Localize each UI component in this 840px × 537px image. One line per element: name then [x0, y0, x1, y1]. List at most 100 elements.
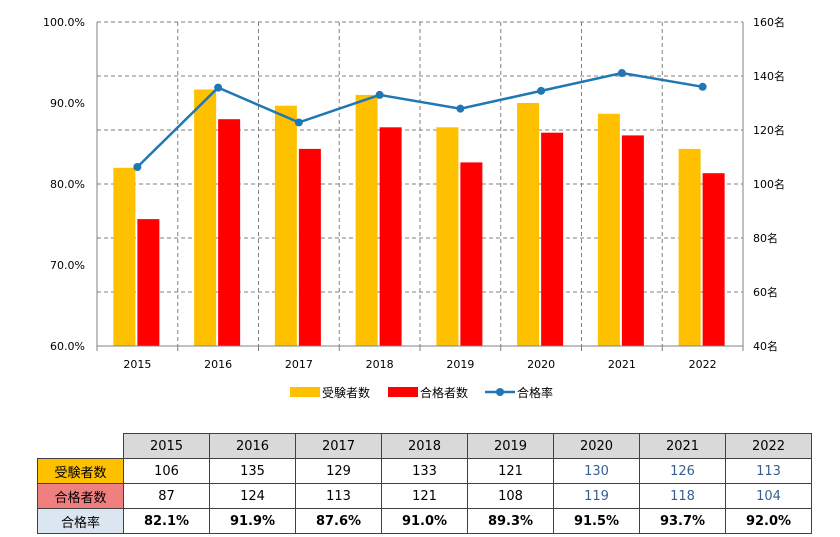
data-table: 2015 2016 2017 2018 2019 2020 2021 2022 受験者数 106…: [37, 433, 812, 534]
bars: [113, 89, 725, 347]
table-cell: 121: [467, 458, 554, 484]
bar-examinees: [517, 103, 540, 346]
pass-rate-polyline: [136, 71, 703, 168]
table-cell: 108: [467, 483, 554, 509]
table-year-header: 2022: [725, 433, 812, 459]
pass-rate-point: [617, 69, 626, 78]
x-tick-label: 2021: [608, 358, 636, 371]
bar-passers: [218, 119, 241, 346]
table-cell: 89.3%: [467, 508, 554, 534]
bar-examinees: [113, 167, 136, 346]
right-tick-label: 140名: [753, 69, 785, 83]
table-row-label: 合格者数: [37, 483, 124, 509]
pass-rate-line: [133, 69, 707, 171]
table-year-header: 2021: [639, 433, 726, 459]
table-year-header: 2018: [381, 433, 468, 459]
left-tick-label: 90.0%: [50, 97, 85, 110]
bar-passers: [702, 173, 725, 346]
bar-examinees: [436, 127, 459, 346]
table-cell: 130: [553, 458, 640, 484]
right-tick-label: 60名: [753, 285, 778, 299]
pass-rate-point: [456, 104, 465, 113]
legend-swatch: [290, 387, 320, 397]
table-cell: 92.0%: [725, 508, 812, 534]
right-tick-label: 160名: [753, 15, 785, 29]
gridlines: [97, 21, 743, 346]
left-tick-label: 70.0%: [50, 259, 85, 272]
table-year-header: 2015: [123, 433, 210, 459]
right-tick-label: 80名: [753, 231, 778, 245]
table-cell: 91.9%: [209, 508, 296, 534]
left-tick-label: 80.0%: [50, 178, 85, 191]
table-cell: 87: [123, 483, 210, 509]
table-year-header: 2017: [295, 433, 382, 459]
bar-examinees: [355, 94, 378, 347]
combo-chart: 60.0% 70.0% 80.0% 90.0% 100.0% 40名 60名 80名 100名 1…: [43, 15, 785, 400]
legend-label: 合格率: [517, 385, 553, 400]
table-cell: 87.6%: [295, 508, 382, 534]
x-tick-label: 2020: [527, 358, 555, 371]
table-cell: 113: [725, 458, 812, 484]
table-cell: 133: [381, 458, 468, 484]
x-tick-label: 2016: [204, 358, 232, 371]
tick-labels: 60.0% 70.0% 80.0% 90.0% 100.0% 40名 60名 80名 100名 1…: [43, 15, 785, 371]
left-tick-label: 60.0%: [50, 340, 85, 353]
right-tick-label: 100名: [753, 177, 785, 191]
table-cell: 129: [295, 458, 382, 484]
legend-swatch: [388, 387, 418, 397]
pass-rate-point: [133, 162, 142, 171]
bar-passers: [460, 162, 483, 346]
table-cell: 135: [209, 458, 296, 484]
table-row: 合格率 82.1% 91.9% 87.6% 91.0% 89.3% 91.5% 93.7% 92…: [37, 508, 812, 534]
bar-examinees: [597, 113, 620, 346]
table-cell: 124: [209, 483, 296, 509]
x-tick-label: 2015: [123, 358, 151, 371]
table-cell: 126: [639, 458, 726, 484]
bar-passers: [379, 127, 402, 346]
table-cell: 113: [295, 483, 382, 509]
bar-passers: [137, 219, 160, 346]
pass-rate-point: [537, 86, 546, 95]
pass-rate-point: [698, 82, 707, 91]
legend: 受験者数 合格者数 合格率: [290, 385, 553, 400]
pass-rate-point: [375, 90, 384, 99]
bar-examinees: [678, 148, 701, 346]
x-tick-label: 2022: [689, 358, 717, 371]
bar-passers: [298, 148, 321, 346]
legend-label: 受験者数: [322, 385, 370, 400]
table-cell: 121: [381, 483, 468, 509]
legend-marker: [496, 388, 504, 396]
x-tick-label: 2017: [285, 358, 313, 371]
x-tick-label: 2019: [446, 358, 474, 371]
bar-examinees: [194, 89, 217, 346]
table-corner: [37, 433, 124, 459]
table-row: 受験者数 106 135 129 133 121 130 126 113: [37, 458, 812, 484]
x-tick-label: 2018: [366, 358, 394, 371]
table-cell: 93.7%: [639, 508, 726, 534]
table-year-header: 2019: [467, 433, 554, 459]
table-cell: 104: [725, 483, 812, 509]
table-year-header: 2020: [553, 433, 640, 459]
table-header-row: 2015 2016 2017 2018 2019 2020 2021 2022: [37, 433, 812, 459]
axes: [96, 22, 744, 351]
left-tick-label: 100.0%: [43, 16, 85, 29]
pass-rate-point: [214, 83, 223, 92]
table-cell: 82.1%: [123, 508, 210, 534]
table-cell: 91.0%: [381, 508, 468, 534]
table-year-header: 2016: [209, 433, 296, 459]
bar-examinees: [274, 105, 297, 346]
table-cell: 91.5%: [553, 508, 640, 534]
table-cell: 119: [553, 483, 640, 509]
table-cell: 118: [639, 483, 726, 509]
pass-rate-point: [294, 118, 303, 127]
right-tick-label: 40名: [753, 339, 778, 353]
table-row-label: 合格率: [37, 508, 124, 534]
table-row-label: 受験者数: [37, 458, 124, 484]
legend-label: 合格者数: [420, 385, 468, 400]
table-cell: 106: [123, 458, 210, 484]
bar-passers: [541, 132, 564, 346]
bar-passers: [621, 135, 644, 346]
table-body: 受験者数 106 135 129 133 121 130 126 113 合格者数 87 124 113…: [37, 458, 812, 534]
right-tick-label: 120名: [753, 123, 785, 137]
table-row: 合格者数 87 124 113 121 108 119 118 104: [37, 483, 812, 509]
